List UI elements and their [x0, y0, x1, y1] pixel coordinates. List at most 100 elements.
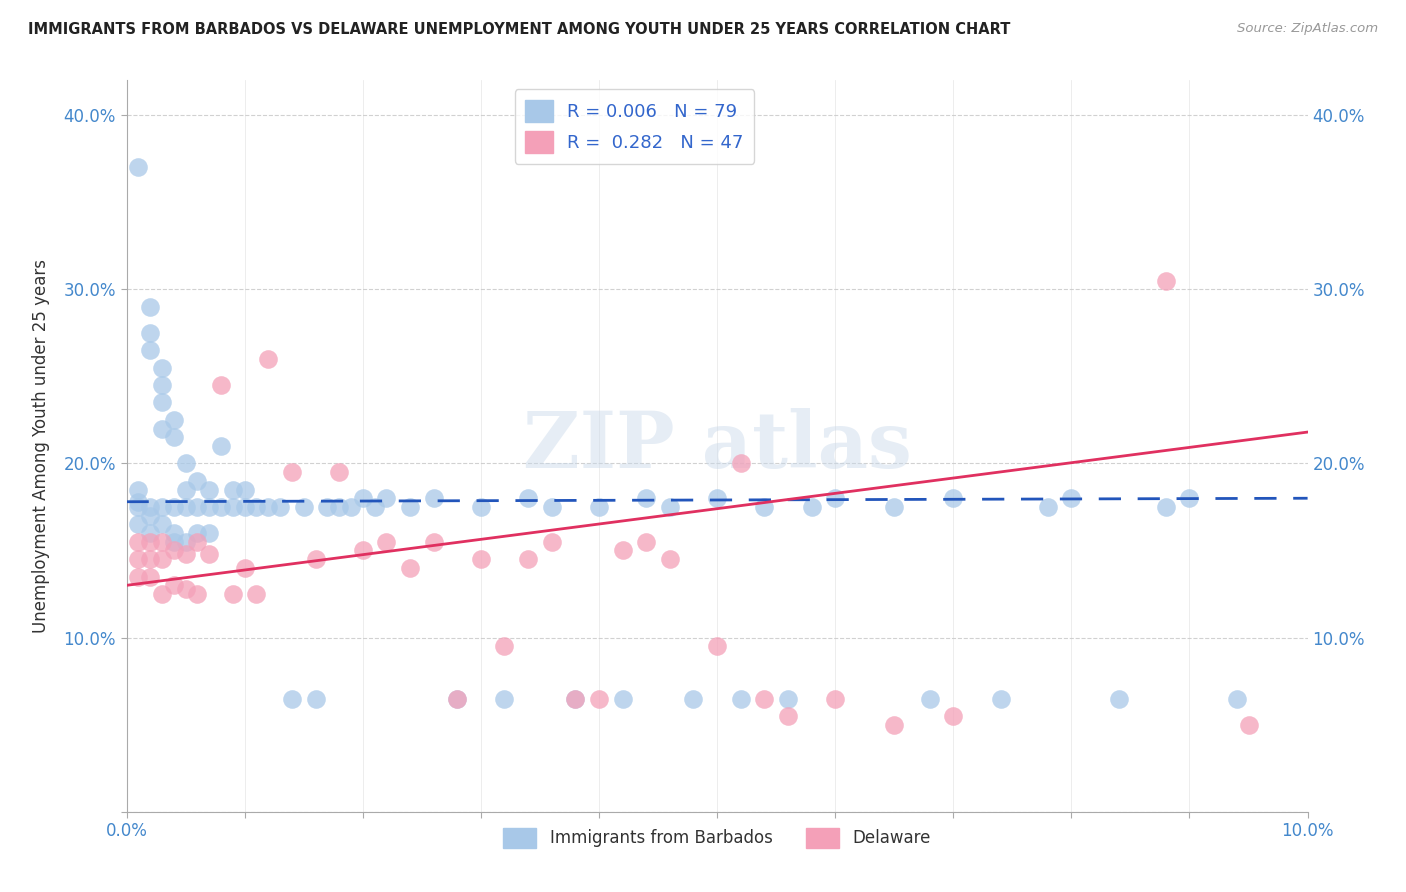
Point	[127, 161, 149, 175]
Point	[186, 534, 208, 549]
Point	[163, 534, 186, 549]
Point	[470, 552, 492, 566]
Text: IMMIGRANTS FROM BARBADOS VS DELAWARE UNEMPLOYMENT AMONG YOUTH UNDER 25 YEARS COR: IMMIGRANTS FROM BARBADOS VS DELAWARE UNE…	[28, 22, 1011, 37]
Point	[754, 691, 776, 706]
Text: ZIP atlas: ZIP atlas	[523, 408, 911, 484]
Point	[375, 491, 398, 506]
Point	[139, 500, 162, 514]
Point	[139, 508, 162, 523]
Point	[186, 587, 208, 601]
Point	[257, 500, 280, 514]
Point	[883, 500, 905, 514]
Point	[706, 640, 728, 654]
Point	[658, 552, 681, 566]
Point	[588, 500, 610, 514]
Point	[730, 457, 752, 471]
Point	[209, 378, 232, 392]
Point	[328, 500, 350, 514]
Point	[446, 691, 468, 706]
Point	[245, 587, 267, 601]
Point	[139, 534, 162, 549]
Point	[127, 483, 149, 497]
Point	[150, 517, 173, 532]
Point	[494, 640, 516, 654]
Point	[257, 351, 280, 366]
Point	[150, 378, 173, 392]
Point	[776, 709, 799, 723]
Point	[1237, 717, 1260, 731]
Point	[776, 691, 799, 706]
Point	[824, 491, 846, 506]
Point	[163, 578, 186, 592]
Point	[636, 534, 658, 549]
Point	[150, 552, 173, 566]
Point	[422, 534, 444, 549]
Point	[658, 500, 681, 514]
Point	[682, 691, 704, 706]
Point	[209, 500, 232, 514]
Point	[186, 500, 208, 514]
Point	[127, 500, 149, 514]
Point	[150, 421, 173, 435]
Point	[352, 543, 374, 558]
Point	[139, 569, 162, 583]
Point	[304, 691, 326, 706]
Point	[1108, 691, 1130, 706]
Point	[163, 413, 186, 427]
Point	[636, 491, 658, 506]
Point	[139, 300, 162, 314]
Point	[174, 534, 197, 549]
Point	[150, 395, 173, 409]
Point	[304, 552, 326, 566]
Point	[139, 326, 162, 340]
Point	[1060, 491, 1083, 506]
Text: Source: ZipAtlas.com: Source: ZipAtlas.com	[1237, 22, 1378, 36]
Y-axis label: Unemployment Among Youth under 25 years: Unemployment Among Youth under 25 years	[32, 259, 49, 633]
Point	[1226, 691, 1249, 706]
Point	[163, 500, 186, 514]
Point	[127, 534, 149, 549]
Point	[800, 500, 823, 514]
Point	[399, 500, 422, 514]
Point	[209, 439, 232, 453]
Point	[281, 691, 304, 706]
Point	[540, 500, 562, 514]
Point	[292, 500, 315, 514]
Point	[174, 547, 197, 561]
Point	[174, 500, 197, 514]
Point	[494, 691, 516, 706]
Point	[446, 691, 468, 706]
Point	[174, 457, 197, 471]
Point	[139, 526, 162, 541]
Point	[222, 500, 245, 514]
Point	[422, 491, 444, 506]
Point	[564, 691, 586, 706]
Point	[517, 552, 540, 566]
Point	[163, 526, 186, 541]
Point	[150, 500, 173, 514]
Point	[1154, 500, 1177, 514]
Point	[612, 543, 634, 558]
Point	[942, 491, 965, 506]
Point	[127, 494, 149, 508]
Point	[824, 691, 846, 706]
Point	[470, 500, 492, 514]
Point	[340, 500, 363, 514]
Point	[222, 587, 245, 601]
Point	[540, 534, 562, 549]
Point	[316, 500, 339, 514]
Point	[363, 500, 385, 514]
Point	[198, 547, 221, 561]
Point	[174, 582, 197, 596]
Point	[163, 543, 186, 558]
Point	[352, 491, 374, 506]
Point	[1154, 274, 1177, 288]
Point	[754, 500, 776, 514]
Point	[163, 430, 186, 444]
Point	[399, 561, 422, 575]
Point	[174, 483, 197, 497]
Point	[233, 483, 256, 497]
Point	[517, 491, 540, 506]
Point	[186, 474, 208, 488]
Point	[706, 491, 728, 506]
